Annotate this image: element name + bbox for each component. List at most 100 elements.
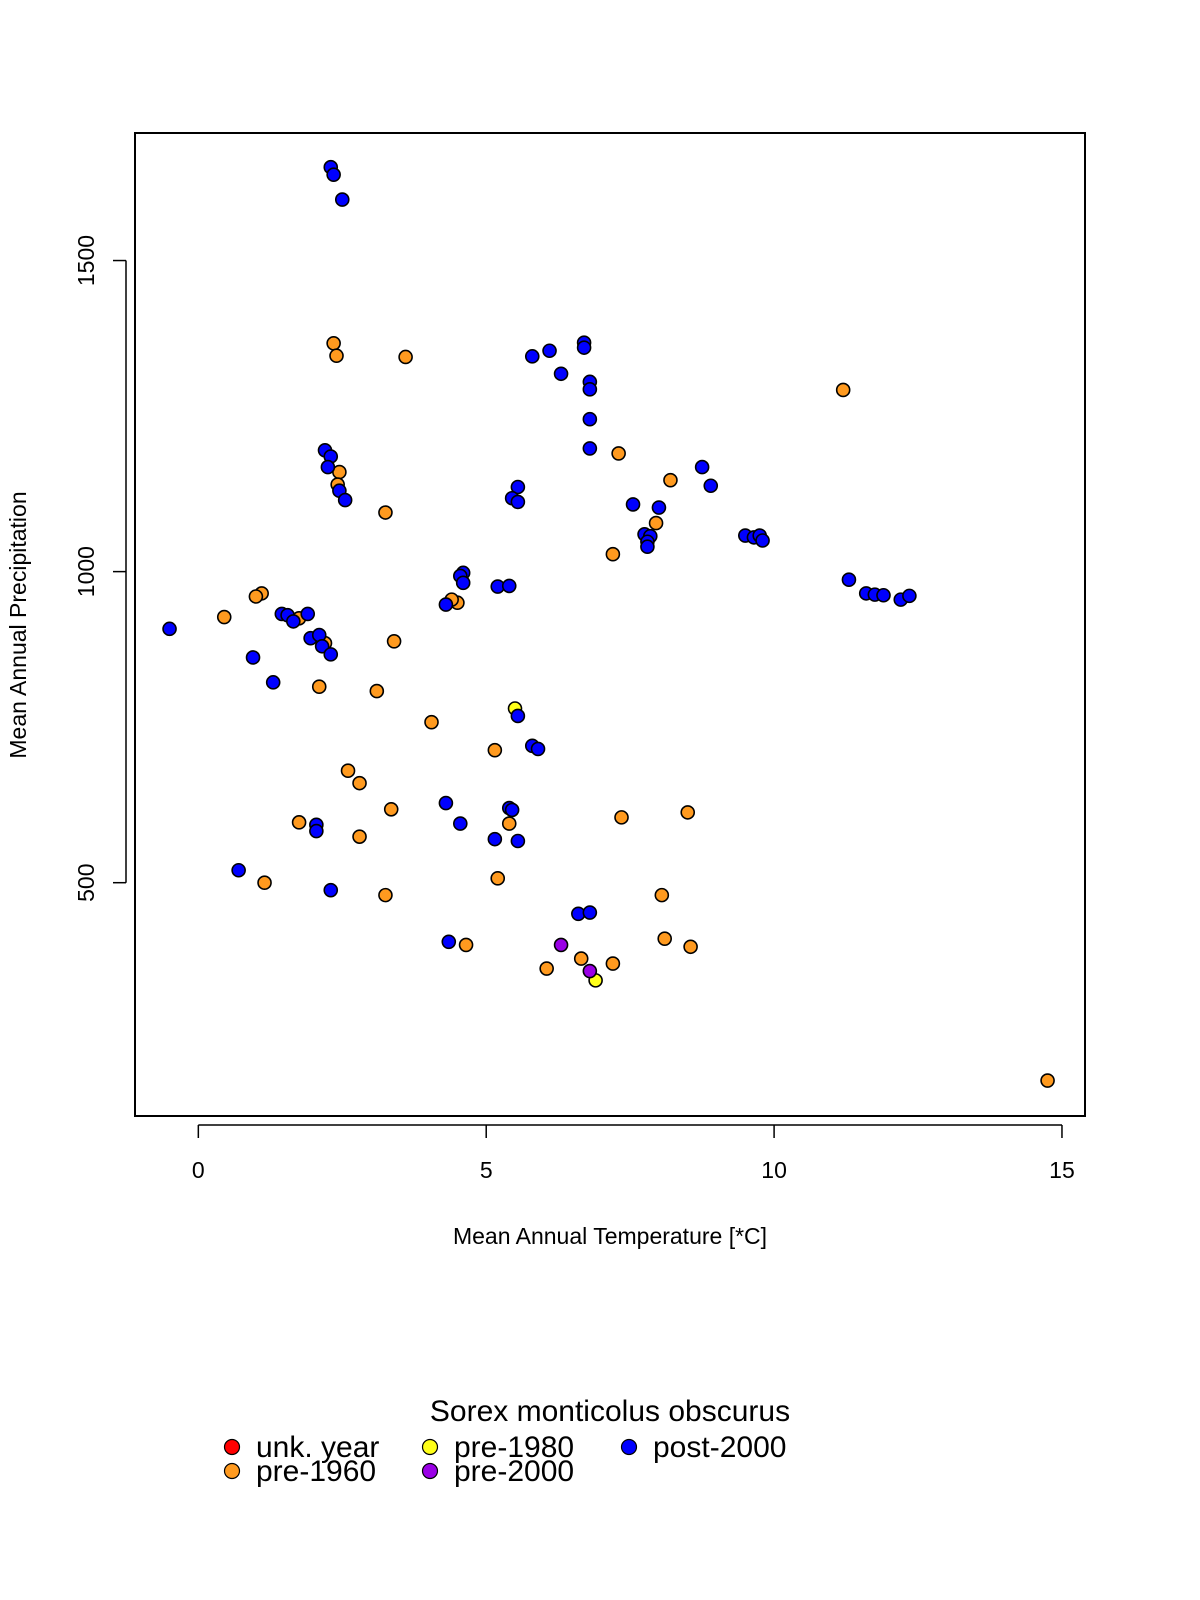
legend-label: pre-1980 [454, 1431, 574, 1464]
data-point-pre-1960 [424, 714, 439, 730]
data-point-post-2000 [651, 500, 667, 515]
data-point-post-2000 [530, 741, 546, 757]
legend-marker [421, 1462, 439, 1480]
data-point-pre-1960 [657, 931, 672, 946]
data-point-post-2000 [286, 614, 301, 629]
data-point-post-2000 [323, 882, 339, 898]
legend-marker [223, 1462, 241, 1480]
data-point-post-2000 [501, 578, 517, 594]
data-point-post-2000 [703, 478, 719, 494]
legend-label: post-2000 [653, 1431, 786, 1464]
data-point-pre-1960 [605, 956, 621, 971]
data-point-pre-1960 [835, 382, 851, 398]
data-point-post-2000 [576, 340, 592, 355]
data-point-pre-1960 [378, 887, 393, 903]
data-point-pre-1960 [352, 829, 367, 844]
data-point-post-2000 [625, 497, 641, 512]
data-point-post-2000 [510, 479, 526, 495]
data-point-post-2000 [309, 823, 324, 839]
x-tick-label: 0 [192, 1157, 205, 1183]
legend-marker [223, 1438, 241, 1456]
data-point-pre-1960 [648, 515, 664, 531]
data-point-post-2000 [334, 192, 350, 207]
data-point-pre-1960 [257, 875, 272, 890]
y-tick-label: 500 [73, 864, 99, 902]
data-point-post-2000 [542, 343, 557, 359]
data-point-pre-1960 [329, 348, 344, 364]
data-point-pre-1960 [1040, 1073, 1055, 1088]
data-point-post-2000 [487, 831, 503, 847]
x-tick-label: 15 [1049, 1157, 1075, 1183]
data-point-post-2000 [323, 647, 339, 662]
data-point-post-2000 [553, 366, 569, 382]
data-point-post-2000 [326, 167, 341, 182]
x-axis-label: Mean Annual Temperature [*C] [453, 1223, 767, 1249]
data-point-post-2000 [245, 650, 261, 665]
x-tick-label: 10 [761, 1157, 787, 1183]
data-point-post-2000 [455, 575, 471, 591]
data-point-post-2000 [755, 533, 770, 548]
data-point-post-2000 [438, 597, 454, 612]
data-point-pre-1960 [611, 446, 626, 461]
data-point-post-2000 [582, 382, 598, 397]
data-point-pre-1960 [386, 633, 402, 649]
data-point-post-2000 [841, 572, 857, 588]
plot-frame [134, 132, 1086, 1117]
data-point-pre-1960 [326, 335, 341, 351]
data-point-post-2000 [582, 441, 598, 456]
data-point-pre-2000 [582, 963, 598, 979]
data-point-pre-1960 [487, 742, 503, 758]
data-point-pre-1960 [539, 961, 554, 976]
data-point-pre-1960 [458, 937, 474, 953]
data-point-pre-1960 [311, 679, 327, 695]
data-point-pre-1960 [340, 763, 356, 779]
legend-label: unk. year [256, 1431, 379, 1464]
legend: Sorex monticolus obscurus unk. yearpre-1… [223, 1395, 790, 1488]
data-point-post-2000 [320, 459, 336, 475]
data-points [162, 159, 1055, 1088]
data-point-post-2000 [694, 459, 710, 475]
data-point-post-2000 [231, 862, 246, 878]
data-point-pre-1960 [352, 775, 367, 791]
data-point-pre-2000 [553, 937, 569, 953]
data-point-pre-1960 [216, 609, 232, 625]
data-point-post-2000 [640, 539, 655, 555]
y-axis-label: Mean Annual Precipitation [5, 491, 31, 758]
legend-label: pre-1960 [256, 1455, 376, 1488]
data-point-pre-1960 [291, 815, 307, 830]
data-point-pre-1960 [663, 472, 678, 488]
data-point-pre-1960 [369, 683, 385, 699]
y-tick-label: 1500 [73, 235, 99, 286]
data-point-post-2000 [582, 905, 598, 920]
data-point-pre-1960 [248, 589, 264, 604]
legend-marker [620, 1438, 638, 1456]
x-axis: 0 5 10 15 [192, 1124, 1075, 1183]
data-point-pre-1960 [654, 887, 670, 903]
y-axis: 500 1000 1500 [73, 235, 127, 902]
data-point-post-2000 [902, 588, 917, 604]
data-point-post-2000 [453, 816, 468, 831]
data-point-post-2000 [524, 349, 540, 364]
data-point-post-2000 [438, 795, 454, 811]
data-point-post-2000 [510, 708, 526, 724]
data-point-pre-1960 [398, 349, 413, 365]
data-point-post-2000 [265, 675, 281, 690]
data-point-pre-1960 [490, 871, 506, 886]
data-point-post-2000 [441, 934, 457, 950]
data-point-pre-1960 [683, 939, 698, 955]
data-point-post-2000 [337, 492, 353, 508]
data-point-pre-1960 [573, 951, 589, 966]
data-point-post-2000 [876, 587, 891, 603]
data-point-post-2000 [504, 802, 520, 818]
data-point-post-2000 [510, 833, 526, 849]
data-point-post-2000 [582, 411, 598, 427]
y-tick-label: 1000 [73, 546, 99, 597]
data-point-pre-1960 [501, 816, 517, 831]
legend-title: Sorex monticolus obscurus [430, 1395, 790, 1428]
data-point-pre-1960 [378, 505, 393, 520]
legend-marker [421, 1438, 439, 1456]
x-tick-label: 5 [480, 1157, 493, 1183]
data-point-pre-1960 [383, 801, 399, 817]
data-point-pre-1960 [605, 546, 621, 562]
